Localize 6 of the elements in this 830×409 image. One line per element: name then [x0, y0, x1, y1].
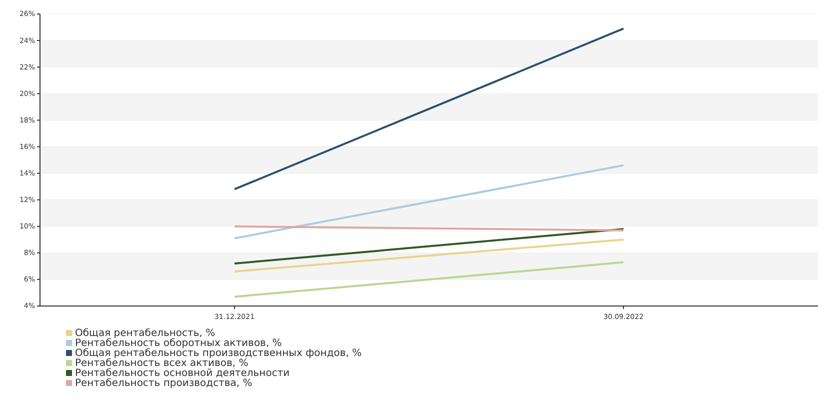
legend-label: Рентабельность производства, %	[75, 378, 252, 389]
legend-label: Рентабельность всех активов, %	[75, 358, 248, 369]
legend-label: Рентабельность основной деятельности	[75, 368, 290, 379]
legend-label: Общая рентабельность, %	[75, 328, 216, 339]
legend-label: Рентабельность оборотных активов, %	[75, 338, 282, 349]
legend-label: Общая рентабельность производственных фондов, %	[75, 348, 362, 359]
